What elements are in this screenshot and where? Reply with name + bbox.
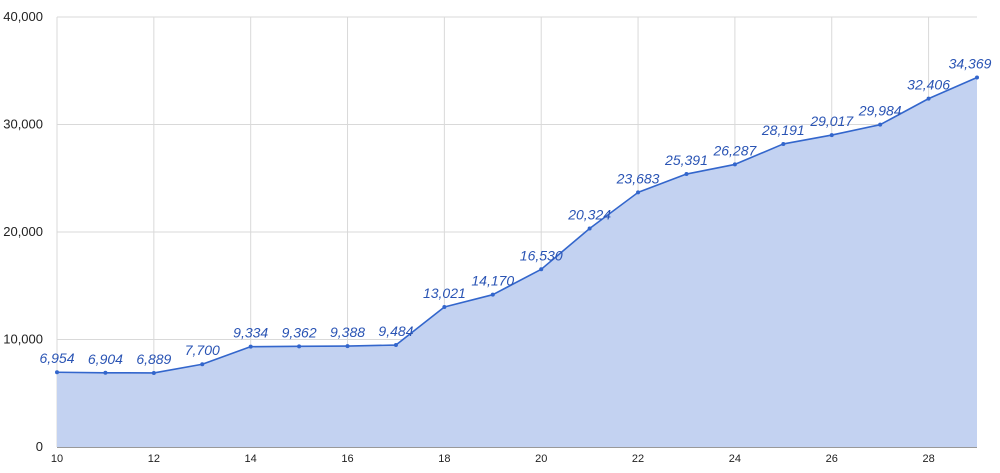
data-point[interactable] xyxy=(975,75,979,80)
data-label: 6,904 xyxy=(88,351,123,367)
data-point[interactable] xyxy=(103,370,108,375)
data-label: 25,391 xyxy=(664,152,708,168)
data-point[interactable] xyxy=(878,122,883,127)
data-point[interactable] xyxy=(297,344,302,349)
data-label: 9,334 xyxy=(233,325,268,341)
x-tick-label: 20 xyxy=(535,453,547,465)
data-point[interactable] xyxy=(248,344,253,349)
data-point[interactable] xyxy=(151,370,156,375)
data-point[interactable] xyxy=(55,370,59,375)
data-points xyxy=(55,75,979,375)
data-label: 14,170 xyxy=(471,273,514,289)
data-label: 26,287 xyxy=(712,142,757,158)
x-tick-label: 10 xyxy=(51,453,63,465)
data-label: 13,021 xyxy=(423,285,466,301)
series-line-layer xyxy=(56,76,978,374)
data-point[interactable] xyxy=(490,292,495,297)
data-point[interactable] xyxy=(345,344,350,349)
x-tick-label: 12 xyxy=(148,453,160,465)
y-tick-label: 30,000 xyxy=(3,117,43,132)
x-tick-label: 26 xyxy=(826,453,838,465)
data-point[interactable] xyxy=(732,162,737,167)
y-tick-label: 40,000 xyxy=(3,9,43,24)
data-label: 29,984 xyxy=(858,103,902,119)
data-label: 28,191 xyxy=(761,122,805,138)
y-tick-label: 20,000 xyxy=(3,224,43,239)
data-point[interactable] xyxy=(684,172,689,177)
data-point[interactable] xyxy=(442,305,447,310)
data-label: 20,324 xyxy=(567,207,611,223)
data-label: 9,388 xyxy=(330,324,365,340)
data-label: 29,017 xyxy=(809,113,854,129)
data-point[interactable] xyxy=(636,190,641,195)
data-label: 9,484 xyxy=(378,323,413,339)
data-point[interactable] xyxy=(926,96,931,101)
data-label: 6,889 xyxy=(136,351,171,367)
data-point[interactable] xyxy=(200,362,205,367)
data-label: 9,362 xyxy=(282,324,317,340)
data-labels: 6,954 6,904 6,889 7,700 9,334 9,362 9,388 9,484… xyxy=(39,56,991,367)
data-label: 23,683 xyxy=(616,170,660,186)
y-tick-label: 0 xyxy=(36,439,43,454)
x-tick-label: 22 xyxy=(632,453,644,465)
data-point[interactable] xyxy=(829,133,834,138)
data-label: 32,406 xyxy=(907,77,950,93)
data-point[interactable] xyxy=(781,141,786,146)
data-label: 7,700 xyxy=(185,342,220,358)
data-point[interactable] xyxy=(539,267,544,272)
data-point[interactable] xyxy=(393,343,398,348)
data-label: 34,369 xyxy=(949,56,992,72)
data-label: 16,530 xyxy=(520,247,563,263)
x-tick-label: 14 xyxy=(245,453,257,465)
data-label: 6,954 xyxy=(39,350,74,366)
x-tick-label: 24 xyxy=(729,453,741,465)
y-tick-label: 10,000 xyxy=(3,332,43,347)
area-fill-layer xyxy=(57,77,977,447)
y-axis-ticks: 0 10,000 20,000 30,000 40,000 xyxy=(3,9,43,454)
x-axis-ticks: 10 12 14 16 18 20 22 24 26 28 xyxy=(51,453,935,465)
data-point[interactable] xyxy=(587,226,592,231)
series-line xyxy=(56,76,978,374)
x-tick-label: 16 xyxy=(341,453,353,465)
x-tick-label: 18 xyxy=(438,453,450,465)
x-tick-label: 28 xyxy=(922,453,934,465)
area-fill xyxy=(57,77,977,447)
